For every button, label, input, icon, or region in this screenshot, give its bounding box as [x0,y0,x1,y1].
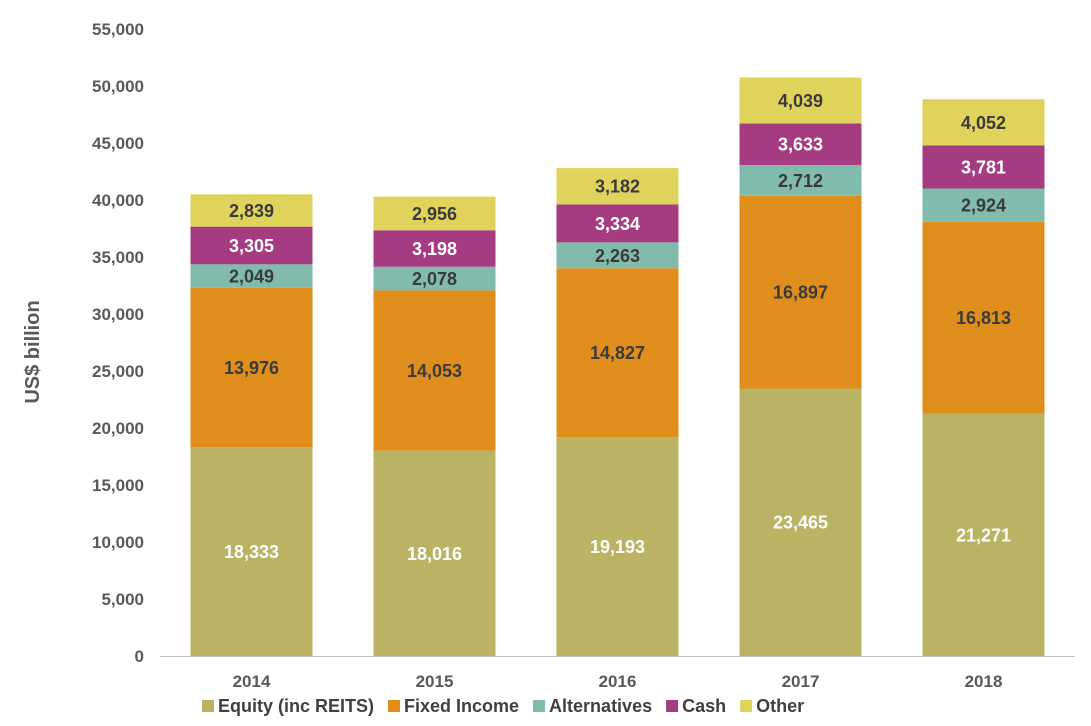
x-tick-label: 2016 [599,672,637,691]
legend-swatch [388,700,401,712]
data-label: 2,263 [595,246,640,266]
legend-label: Equity (inc REITS) [218,696,374,716]
bars: 18,333 13,976 2,049 3,305 2,839 18,016 14,053 2… [190,77,1045,656]
data-label: 21,271 [956,525,1011,545]
bar-segment [556,204,679,243]
data-label: 13,976 [224,358,279,378]
bar-segment [739,164,862,196]
data-label: 14,827 [590,343,645,363]
data-label: 14,053 [407,361,462,381]
legend-swatch [202,700,214,712]
bar-segment [739,388,862,656]
x-tick-label: 2014 [233,672,271,691]
bar-segment [190,226,313,265]
legend-swatch [533,700,546,712]
legend-label: Fixed Income [404,696,519,716]
bar-segment [922,413,1045,656]
y-axis-ticks: 0 5,000 10,000 15,000 20,000 25,000 30,000 35,0… [92,20,144,666]
legend-label: Other [756,696,804,716]
data-label: 18,016 [407,544,462,564]
y-tick-label: 35,000 [92,248,144,267]
bar-segment [373,196,496,231]
bar-segment [739,123,862,165]
bar-segment [373,230,496,267]
data-label: 23,465 [773,513,828,533]
data-label: 4,052 [961,113,1006,133]
data-label: 16,813 [956,308,1011,328]
bar-segment [190,194,313,227]
data-label: 3,182 [595,177,640,197]
bar-segment [739,77,862,124]
bar-segment [190,287,313,448]
bar-segment [556,168,679,205]
y-tick-label: 30,000 [92,305,144,324]
data-label: 3,633 [778,135,823,155]
legend: Equity (inc REITS) Fixed Income Alternativ… [202,696,804,716]
data-label: 3,334 [595,214,640,234]
y-tick-label: 0 [135,647,144,666]
bar-segment [556,437,679,656]
bar-segment [739,195,862,389]
x-tick-label: 2015 [416,672,454,691]
y-tick-label: 55,000 [92,20,144,39]
bar-segment [922,221,1045,414]
y-tick-label: 20,000 [92,419,144,438]
data-label: 3,305 [229,236,274,256]
legend-swatch [740,700,753,712]
x-tick-label: 2017 [782,672,820,691]
data-label: 2,924 [961,196,1006,216]
y-tick-label: 45,000 [92,134,144,153]
data-label: 2,049 [229,266,274,286]
data-label: 2,712 [778,171,823,191]
data-label: 3,781 [961,157,1006,177]
data-label: 2,956 [412,204,457,224]
data-label: 3,198 [412,239,457,259]
data-label: 16,897 [773,283,828,303]
data-label: 19,193 [590,537,645,557]
x-axis-ticks: 2014 2015 2016 2017 2018 [233,672,1003,691]
bar-segment [190,447,313,656]
legend-label: Alternatives [549,696,652,716]
y-axis-label: US$ billion [22,300,44,403]
bar-segment [373,266,496,291]
y-tick-label: 10,000 [92,533,144,552]
bar-segment [922,188,1045,222]
data-label: 2,839 [229,201,274,221]
y-tick-label: 25,000 [92,362,144,381]
bar-segment [922,145,1045,189]
data-label: 18,333 [224,542,279,562]
y-tick-label: 40,000 [92,191,144,210]
bar-segment [922,99,1045,146]
bar-segment [373,290,496,451]
legend-label: Cash [682,696,726,716]
data-label: 4,039 [778,91,823,111]
x-tick-label: 2018 [965,672,1003,691]
bar-segment [190,264,313,288]
bar-segment [556,242,679,269]
data-label: 2,078 [412,269,457,289]
y-tick-label: 15,000 [92,476,144,495]
bar-segment [556,268,679,438]
legend-swatch [666,700,679,712]
bar-segment [373,450,496,656]
y-tick-label: 5,000 [101,590,144,609]
y-tick-label: 50,000 [92,77,144,96]
